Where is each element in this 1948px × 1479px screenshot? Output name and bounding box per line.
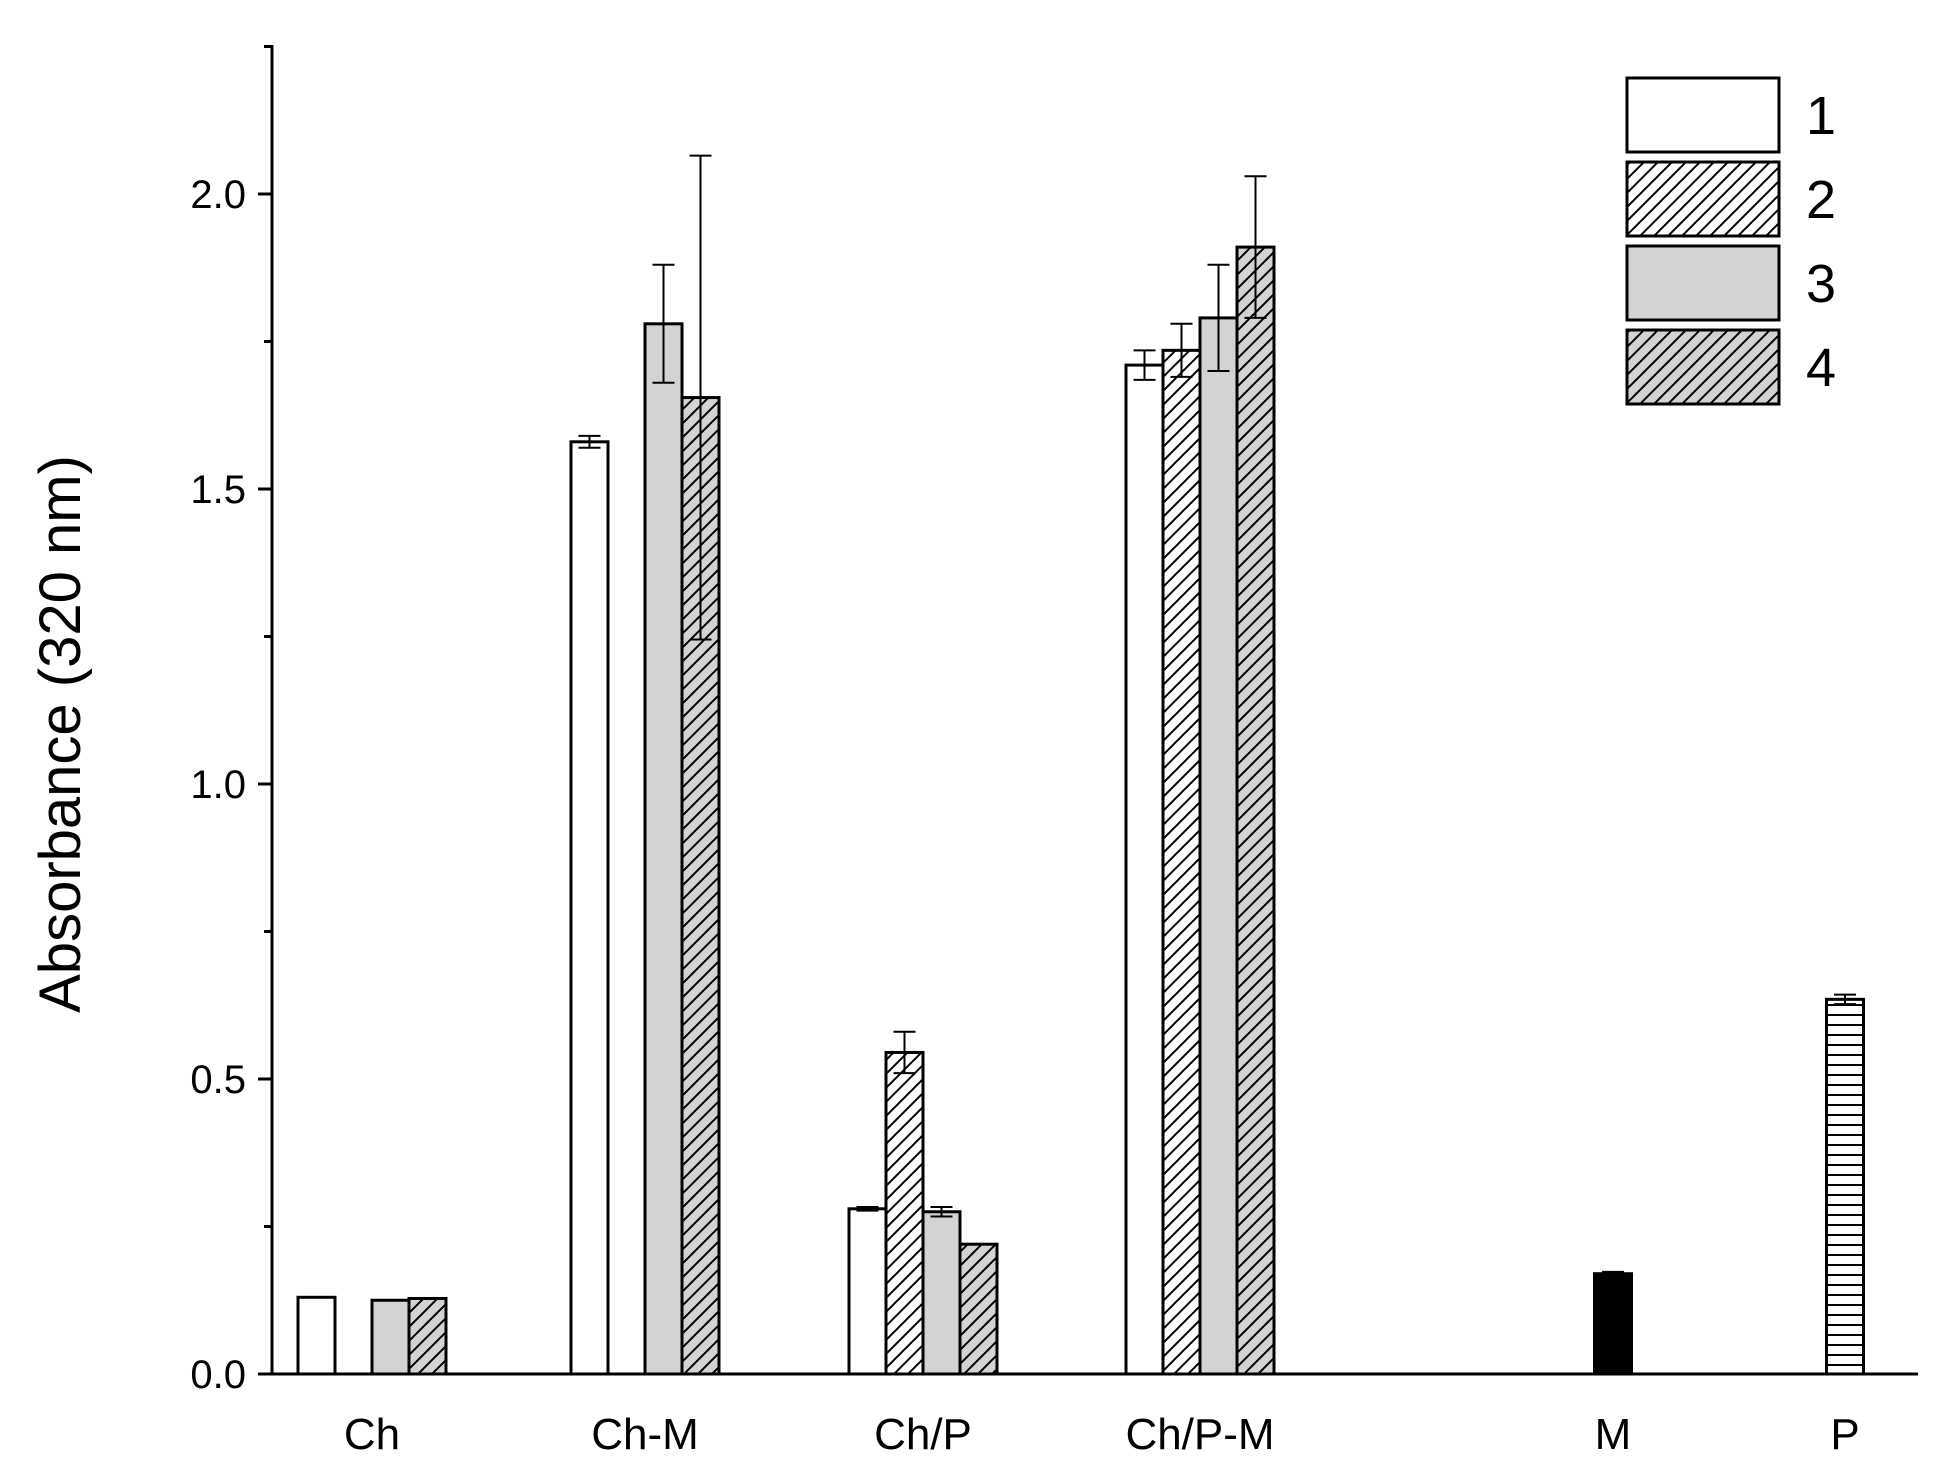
legend-swatch-1 — [1625, 76, 1781, 154]
bar-p — [1825, 997, 1865, 1376]
x-tick-label: M — [1595, 1410, 1632, 1459]
legend-swatch-2 — [1625, 160, 1781, 238]
x-tick-label: Ch-M — [591, 1410, 699, 1459]
bar-series-3 — [921, 1210, 962, 1376]
bar-series-2 — [884, 1050, 925, 1376]
x-tick-label: Ch/P-M — [1125, 1410, 1274, 1459]
bar-series-3 — [370, 1298, 411, 1376]
legend-swatch-4 — [1625, 328, 1781, 406]
y-tick-label: 1.0 — [190, 763, 246, 807]
legend: 1 2 3 4 — [1625, 76, 1836, 406]
y-tick-label: 1.5 — [190, 468, 246, 512]
legend-label-3: 3 — [1806, 254, 1836, 314]
x-tick-label: P — [1830, 1410, 1859, 1459]
y-axis-title: Absorbance (320 nm) — [28, 455, 93, 1013]
y-tick-label: 0.5 — [190, 1058, 246, 1102]
bar-series-3 — [643, 322, 684, 1376]
bars — [296, 154, 1865, 1376]
bar-series-1 — [569, 440, 610, 1376]
y-tick-label: 0.0 — [190, 1353, 246, 1397]
bar-series-1 — [847, 1207, 888, 1376]
bar-series-4 — [1235, 245, 1276, 1376]
axes: 0.0 0.5 1.0 1.5 2.0 Ch Ch-M Ch/P Ch/P-M M P — [190, 45, 1918, 1459]
bar-series-1 — [1124, 363, 1165, 1376]
bar-series-3 — [1198, 316, 1239, 1376]
x-tick-label: Ch — [344, 1410, 400, 1459]
x-tick-label: Ch/P — [874, 1410, 972, 1459]
legend-label-2: 2 — [1806, 170, 1836, 230]
bar-series-2 — [1161, 348, 1202, 1376]
bar-series-1 — [296, 1295, 337, 1376]
legend-swatch-3 — [1625, 244, 1781, 322]
bar-m — [1593, 1272, 1633, 1376]
bar-series-4 — [407, 1296, 448, 1376]
legend-label-1: 1 — [1806, 86, 1836, 146]
legend-label-4: 4 — [1806, 338, 1836, 398]
bar-series-4 — [958, 1242, 999, 1376]
y-tick-label: 2.0 — [190, 173, 246, 217]
